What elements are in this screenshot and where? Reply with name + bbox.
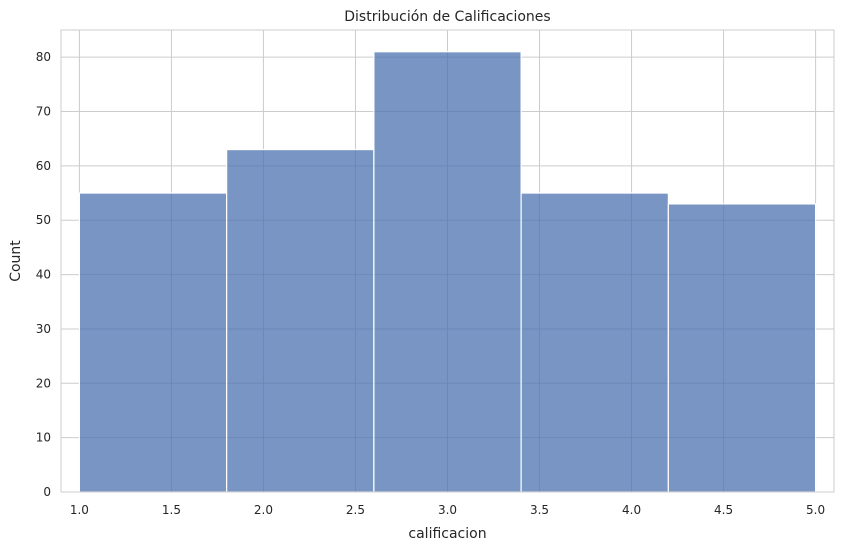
x-tick-label: 4.5 bbox=[714, 503, 733, 517]
y-tick-labels: 0 10 20 30 40 50 60 70 80 bbox=[36, 50, 51, 499]
x-axis-label: calificacion bbox=[408, 526, 486, 542]
x-tick-label: 2.5 bbox=[346, 503, 365, 517]
plot-frame bbox=[60, 29, 835, 493]
histogram-bars bbox=[78, 51, 817, 493]
x-tick-labels: 1.0 1.5 2.0 2.5 3.0 3.5 4.0 4.5 5.0 bbox=[70, 503, 825, 517]
y-tick-label: 60 bbox=[36, 159, 51, 173]
y-tick-label: 40 bbox=[36, 268, 51, 282]
x-tick-label: 3.5 bbox=[530, 503, 549, 517]
chart-title: Distribución de Calificaciones bbox=[344, 9, 550, 25]
histogram-bar bbox=[667, 203, 817, 493]
y-tick-label: 10 bbox=[36, 431, 51, 445]
y-tick-label: 50 bbox=[36, 213, 51, 227]
histogram-bar bbox=[78, 192, 228, 493]
x-tick-label: 2.0 bbox=[254, 503, 273, 517]
histogram-bar bbox=[520, 192, 669, 493]
histogram-bar bbox=[226, 148, 375, 493]
y-tick-label: 80 bbox=[36, 50, 51, 64]
x-tick-label: 1.5 bbox=[162, 503, 181, 517]
x-tick-label: 4.0 bbox=[622, 503, 641, 517]
x-tick-label: 3.0 bbox=[438, 503, 457, 517]
x-tick-label: 5.0 bbox=[806, 503, 825, 517]
x-tick-label: 1.0 bbox=[70, 503, 89, 517]
y-tick-label: 30 bbox=[36, 322, 51, 336]
histogram-bar bbox=[373, 51, 522, 493]
y-tick-label: 0 bbox=[43, 485, 51, 499]
y-tick-label: 20 bbox=[36, 376, 51, 390]
y-axis-label: Count bbox=[8, 240, 24, 282]
y-tick-label: 70 bbox=[36, 105, 51, 119]
